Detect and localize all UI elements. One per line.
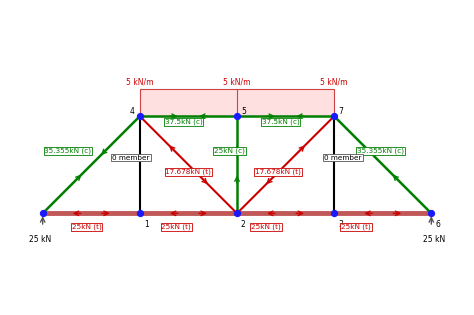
Text: 2: 2 [241,220,246,229]
Text: 17.678kN (t): 17.678kN (t) [255,169,301,175]
Text: 25kN (t): 25kN (t) [341,224,371,230]
Point [39,211,46,216]
Text: 25kN (t): 25kN (t) [162,224,191,230]
Text: 37.5kN (c): 37.5kN (c) [164,119,202,125]
Text: 5 kN/m: 5 kN/m [126,77,154,86]
Point [428,211,435,216]
Text: 35.355kN (c): 35.355kN (c) [357,148,404,154]
Point [233,211,241,216]
Point [136,211,144,216]
Text: 5 kN/m: 5 kN/m [223,77,251,86]
Text: 25kN (t): 25kN (t) [251,224,281,230]
Text: 6: 6 [435,220,440,229]
Text: 25kN (c): 25kN (c) [214,148,245,154]
Point [233,114,241,119]
Point [136,114,144,119]
Text: 25kN (t): 25kN (t) [72,224,101,230]
Text: 3: 3 [338,220,343,229]
Text: 0 member: 0 member [324,154,362,161]
Text: 5 kN/m: 5 kN/m [320,77,348,86]
Point [330,114,338,119]
Text: 25 kN: 25 kN [423,235,445,244]
Text: 7: 7 [338,107,343,116]
Text: 5: 5 [241,107,246,116]
Text: 25 kN: 25 kN [29,235,51,244]
Text: 17.678kN (t): 17.678kN (t) [165,169,211,175]
Text: 35.355kN (c): 35.355kN (c) [45,148,91,154]
Text: 37.5kN (c): 37.5kN (c) [262,119,300,125]
FancyBboxPatch shape [140,89,334,116]
Text: 4: 4 [130,107,135,116]
Text: 1: 1 [144,220,148,229]
Point [330,211,338,216]
Text: 0 member: 0 member [112,154,150,161]
